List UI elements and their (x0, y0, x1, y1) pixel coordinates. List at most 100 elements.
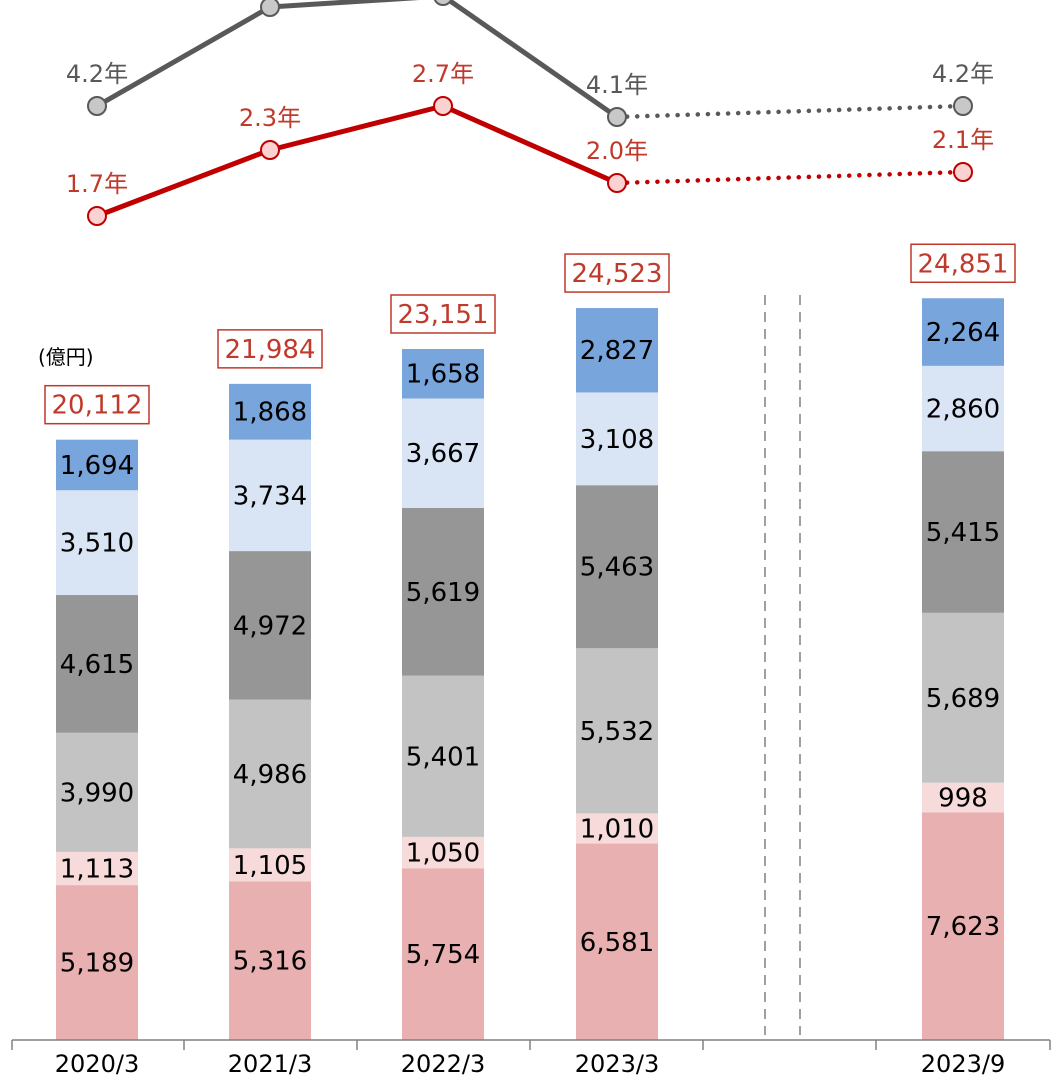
bar-segment (402, 836, 484, 869)
bar-segment (922, 612, 1004, 783)
line-point (953, 162, 973, 182)
bar-segment (922, 298, 1004, 366)
x-tick-label: 2023/9 (921, 1050, 1005, 1078)
bar-segment (922, 451, 1004, 613)
series-line-projection (614, 169, 966, 186)
bar-segment (576, 813, 658, 844)
line-point (433, 96, 453, 116)
data-label: 4,986 (233, 760, 307, 790)
bar-segment (56, 595, 138, 733)
bar-segment (56, 490, 138, 596)
bar-segment (229, 439, 311, 552)
bar-segment (229, 848, 311, 882)
data-label: 5,689 (926, 684, 1000, 714)
x-tick-label: 2023/3 (575, 1050, 659, 1078)
data-label: 1,694 (60, 451, 134, 481)
line-data-label: 2.1年 (932, 126, 994, 154)
data-label: 5,754 (406, 940, 480, 970)
bar-segment (56, 885, 138, 1040)
bar-segment (229, 699, 311, 849)
data-label: 5,532 (580, 717, 654, 747)
unit-label: (億円) (38, 345, 94, 369)
data-label: 3,734 (233, 481, 307, 511)
bar-segment (402, 398, 484, 508)
line-point (87, 206, 107, 226)
bar-segment (576, 648, 658, 814)
line-point (260, 0, 280, 17)
line-point (87, 96, 107, 116)
bar-segment (402, 868, 484, 1040)
line-point (607, 107, 627, 127)
total-label: 20,112 (52, 391, 143, 421)
line-point (607, 173, 627, 193)
bar-segment (576, 308, 658, 393)
x-axis: 2020/3 2021/3 2022/3 2023/3 2023/9 (11, 295, 1051, 1078)
data-label: 5,401 (406, 742, 480, 772)
data-label: 2,264 (926, 318, 1000, 348)
data-label: 5,619 (406, 578, 480, 608)
bar-segment (576, 485, 658, 649)
data-label: 5,415 (926, 518, 1000, 548)
x-tick-label: 2022/3 (401, 1050, 485, 1078)
data-label: 3,667 (406, 439, 480, 469)
total-box (390, 294, 496, 334)
data-label: 4,615 (60, 650, 134, 680)
bar-segment (576, 392, 658, 486)
total-label: 24,851 (918, 249, 1009, 279)
bar-segment (56, 732, 138, 852)
series-line (96, 103, 619, 219)
data-label: 1,658 (406, 360, 480, 390)
total-box (910, 243, 1016, 284)
data-label: 1,105 (233, 851, 307, 881)
total-box (44, 384, 150, 425)
bar-segment (56, 439, 138, 491)
line-data-label: 2.0年 (586, 137, 648, 165)
series-line (95, 0, 619, 120)
data-label: 2,827 (580, 336, 654, 366)
stacked-bars: 5,189 1,113 3,990 4,615 3,510 1,694 5,316 1,105… (56, 298, 1004, 1040)
x-tick-label: 2020/3 (55, 1050, 139, 1078)
bar-segment (576, 843, 658, 1040)
data-label: 6,581 (580, 928, 654, 958)
data-label: 5,316 (233, 947, 307, 977)
bar-segment (922, 365, 1004, 452)
data-label: 1,010 (580, 814, 654, 844)
bar-segment (402, 675, 484, 837)
bar-segment (402, 507, 484, 676)
line-data-label: 1.7年 (66, 170, 128, 198)
data-label: 3,510 (60, 529, 134, 559)
data-label: 4,972 (233, 611, 307, 641)
total-labels: 20,112 21,984 23,151 24,523 24,851 (44, 243, 1016, 425)
bar-segment (229, 881, 311, 1040)
data-label: 1,113 (60, 854, 134, 884)
line-point (433, 0, 453, 6)
line-point (953, 96, 973, 116)
bar-segment (402, 349, 484, 399)
total-label: 23,151 (398, 300, 489, 330)
data-label: 3,108 (580, 425, 654, 455)
data-label: 3,990 (60, 778, 134, 808)
data-label: 5,463 (580, 553, 654, 583)
data-label: 1,868 (233, 398, 307, 428)
line-data-label: 4.1年 (586, 71, 648, 99)
series-line-projection (614, 103, 966, 120)
data-label: 1,050 (406, 839, 480, 869)
total-box (217, 329, 323, 369)
bar-segment (56, 851, 138, 886)
data-label: 5,189 (60, 949, 134, 979)
line-point (260, 140, 280, 160)
bar-segment (229, 551, 311, 700)
line-data-label: 2.3年 (239, 104, 301, 132)
data-label: 998 (938, 784, 988, 814)
bar-segment (229, 383, 311, 440)
trend-lines: 4.2年5.1年5.2年4.1年4.2年1.7年2.3年2.7年2.0年2.1年 (66, 0, 994, 226)
data-label: 7,623 (926, 912, 1000, 942)
total-label: 24,523 (572, 259, 663, 289)
line-data-label: 4.2年 (66, 60, 128, 88)
line-data-label: 2.7年 (412, 60, 474, 88)
line-data-label: 4.2年 (932, 60, 994, 88)
total-box (564, 253, 670, 293)
bar-segment (922, 782, 1004, 813)
total-label: 21,984 (225, 335, 316, 365)
